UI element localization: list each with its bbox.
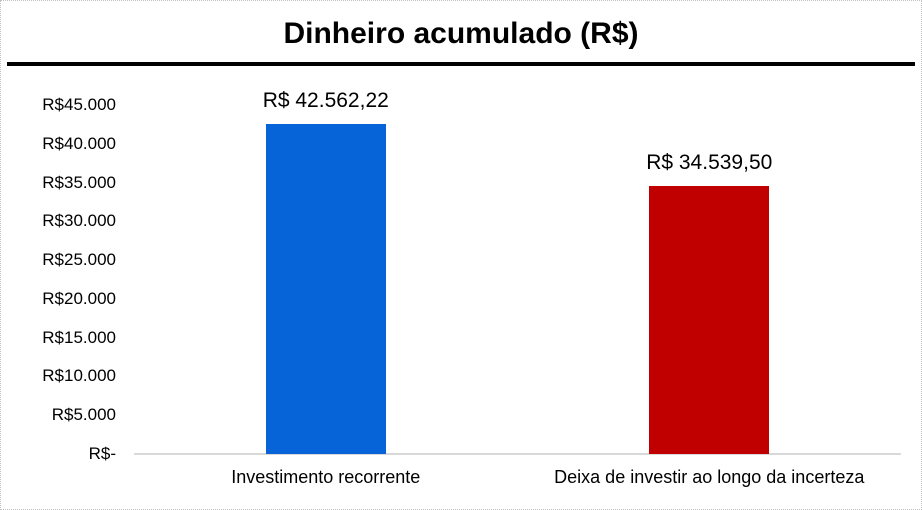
- y-axis-tick-label: R$15.000: [42, 327, 116, 347]
- category-label: Investimento recorrente: [231, 467, 421, 487]
- title-divider: [7, 62, 915, 66]
- x-axis-line: [134, 453, 901, 455]
- y-axis-tick-label: R$40.000: [42, 133, 116, 153]
- y-axis-tick-label: R$25.000: [42, 250, 116, 270]
- y-axis-tick-label: R$-: [88, 444, 116, 463]
- y-axis-tick-label: R$35.000: [42, 172, 116, 192]
- chart-title: Dinheiro acumulado (R$): [283, 17, 639, 50]
- category-label: Deixa de investir ao longo da incerteza: [554, 467, 865, 487]
- y-axis-tick-label: R$5.000: [51, 405, 116, 425]
- y-axis-tick-label: R$10.000: [42, 366, 116, 386]
- y-axis-tick-label: R$20.000: [42, 288, 116, 308]
- data-label: R$ 34.539,50: [646, 151, 773, 175]
- data-label: R$ 42.562,22: [262, 88, 389, 112]
- bar-deixa-de-investir-ao-longo-da-incerteza: [649, 186, 770, 454]
- y-axis-tick-label: R$30.000: [42, 211, 116, 231]
- y-axis-tick-label: R$45.000: [42, 95, 116, 114]
- bar-investimento-recorrente: [265, 123, 386, 454]
